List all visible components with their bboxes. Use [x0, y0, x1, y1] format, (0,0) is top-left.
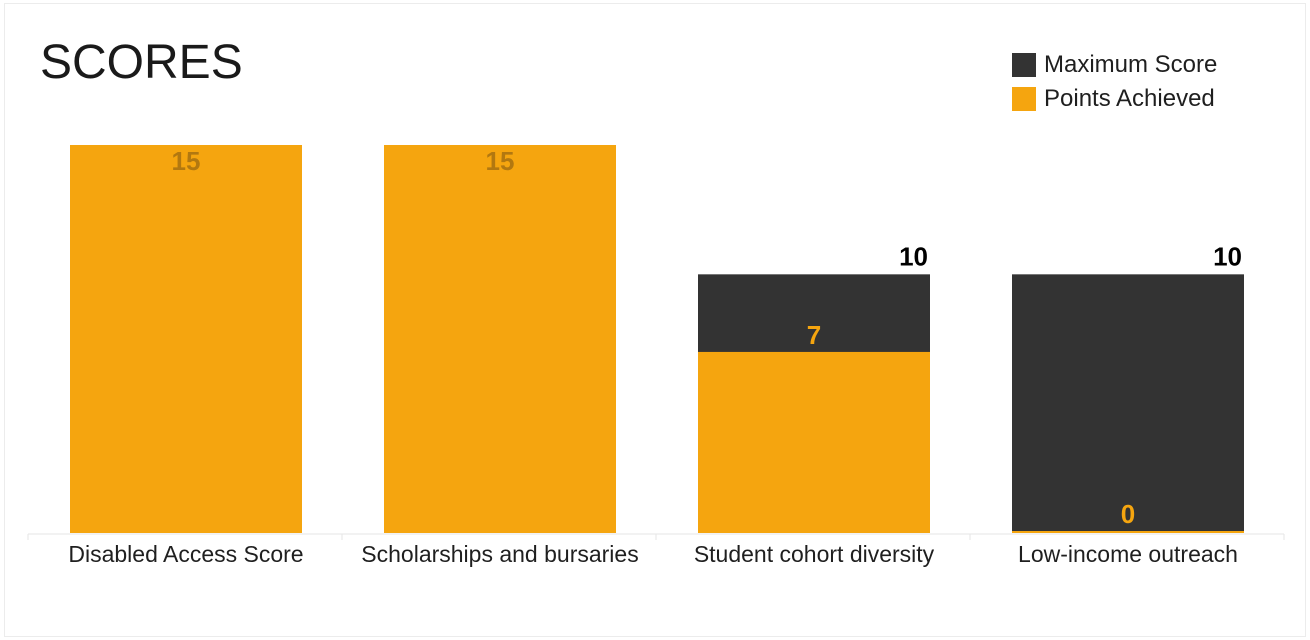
bar-points-achieved [698, 351, 930, 533]
category-label: Disabled Access Score [68, 541, 303, 567]
bar-maximum-score [1012, 274, 1244, 533]
data-label-maximum-score: 10 [1213, 241, 1242, 271]
legend-label-maximum-score: Maximum Score [1044, 51, 1218, 78]
legend-item-maximum-score: Maximum Score [1012, 48, 1217, 82]
category-label: Student cohort diversity [694, 541, 935, 567]
data-label-points-achieved: 0 [1121, 499, 1135, 529]
data-label-points-achieved: 7 [807, 320, 821, 350]
legend-swatch-points-achieved [1012, 87, 1036, 111]
legend: Maximum Score Points Achieved [1012, 48, 1217, 116]
category-label: Scholarships and bursaries [361, 541, 638, 567]
data-label-points-achieved: 15 [172, 146, 201, 176]
legend-swatch-maximum-score [1012, 53, 1036, 77]
chart-title: SCORES [40, 36, 243, 89]
bar-points-achieved [384, 145, 616, 533]
legend-item-points-achieved: Points Achieved [1012, 82, 1217, 116]
legend-label-points-achieved: Points Achieved [1044, 85, 1215, 112]
category-label: Low-income outreach [1018, 541, 1238, 567]
bar-points-achieved [1012, 531, 1244, 533]
data-label-maximum-score: 10 [899, 241, 928, 271]
data-label-points-achieved: 15 [486, 146, 515, 176]
bar-points-achieved [70, 145, 302, 533]
